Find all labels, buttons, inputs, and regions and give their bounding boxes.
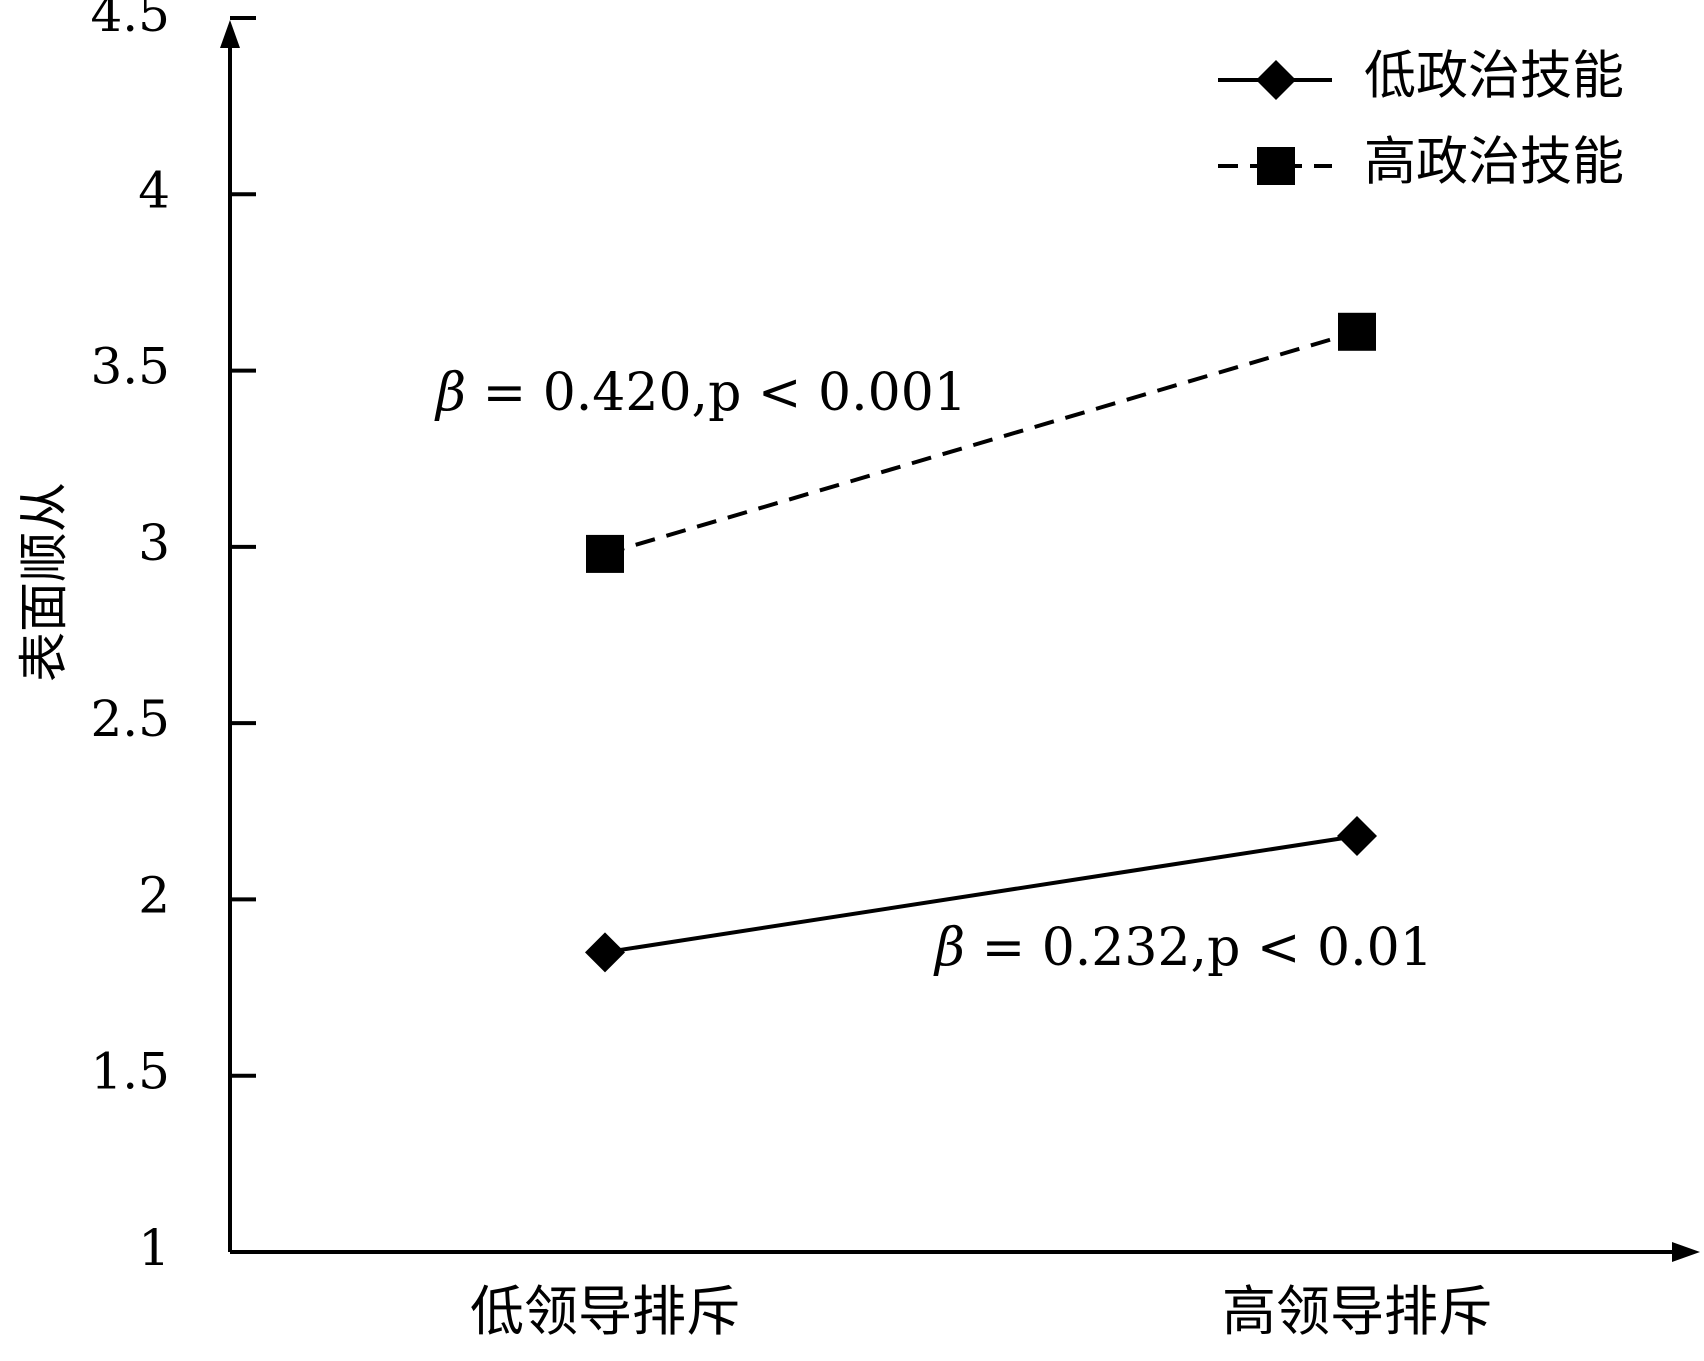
y-tick-label: 3.5 — [90, 338, 170, 396]
y-tick-label: 4.5 — [90, 0, 170, 43]
y-axis-label: 表面顺从 — [15, 482, 73, 682]
data-point-0 — [1337, 815, 1377, 856]
axes — [220, 20, 1700, 1262]
legend-marker — [1257, 147, 1295, 185]
y-axis-arrow — [220, 20, 240, 48]
y-tick-label: 1.5 — [90, 1043, 170, 1101]
x-category-label: 低领导排斥 — [470, 1280, 740, 1343]
legend-label: 低政治技能 — [1364, 47, 1624, 107]
legend-label: 高政治技能 — [1364, 133, 1624, 193]
y-tick-label: 4 — [138, 161, 170, 219]
data-point-0 — [585, 932, 625, 973]
annotation-high-beta: β — [434, 363, 466, 423]
data-point-1 — [1338, 312, 1376, 351]
x-category-label: 高领导排斥 — [1222, 1280, 1492, 1343]
annotation-low-beta: β — [933, 918, 965, 978]
y-tick-label: 3 — [138, 514, 170, 572]
annotation-low: β = 0.232,p < 0.01 — [933, 918, 1433, 978]
legend-marker — [1256, 60, 1296, 100]
x-categories: 低领导排斥 高领导排斥 — [470, 1280, 1492, 1343]
y-ticks: 1 1.5 2 2.5 3 3.5 4 4.5 — [90, 0, 256, 1277]
data-point-1 — [586, 534, 624, 573]
y-tick-label: 2.5 — [90, 690, 170, 748]
series-line-0 — [604, 833, 1358, 955]
series-line-1 — [604, 329, 1358, 556]
x-axis-arrow — [1672, 1242, 1700, 1262]
annotation-low-stat: = 0.232,p < 0.01 — [965, 918, 1433, 978]
y-tick-label: 2 — [138, 866, 170, 924]
series-group — [585, 312, 1377, 973]
annotation-high-stat: = 0.420,p < 0.001 — [466, 363, 967, 423]
y-tick-label: 1 — [138, 1219, 170, 1277]
annotation-high: β = 0.420,p < 0.001 — [434, 363, 967, 423]
